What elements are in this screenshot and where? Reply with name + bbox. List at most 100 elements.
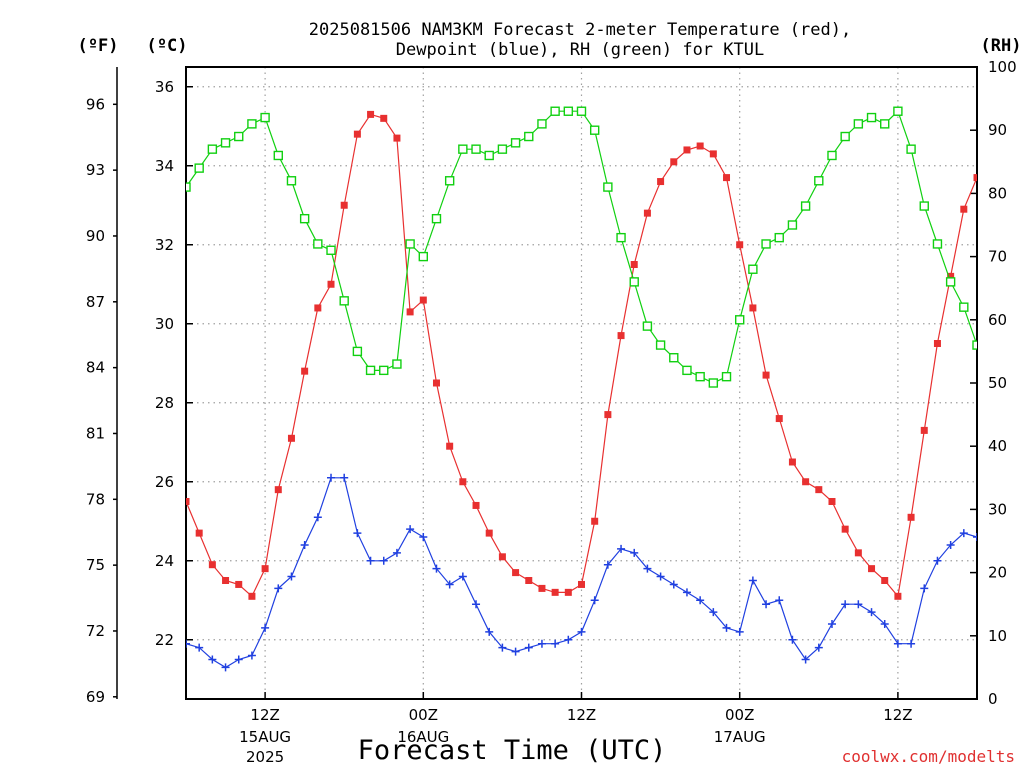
dewpoint-point <box>300 540 309 549</box>
dewpoint-point <box>353 529 362 538</box>
temperature-point <box>222 577 230 584</box>
temperature-point <box>353 130 361 138</box>
temperature-point <box>762 371 770 379</box>
tick-label-c: 22 <box>155 631 174 649</box>
dewpoint-point <box>186 639 190 648</box>
rh-point <box>207 144 218 154</box>
dewpoint-point <box>472 600 481 609</box>
tick-label-x: 00Z <box>409 706 438 724</box>
rh-point <box>800 201 811 211</box>
dewpoint-point <box>880 619 889 628</box>
temperature-point <box>195 529 203 537</box>
series-layer <box>186 106 977 672</box>
temperature-point <box>248 592 256 600</box>
dewpoint-point <box>511 647 520 656</box>
dewpoint-point <box>247 651 256 660</box>
rh-point <box>827 150 837 161</box>
rh-point <box>260 112 270 123</box>
temperature-point <box>406 308 414 316</box>
dewpoint-point <box>762 600 771 609</box>
plot-frame <box>185 66 978 700</box>
tick-label-rh: 0 <box>988 690 998 708</box>
rh-point <box>695 371 705 382</box>
rh-point <box>339 296 349 306</box>
temperature-point <box>788 458 796 466</box>
temperature-point <box>472 501 480 509</box>
temperature-point <box>907 513 915 521</box>
tick-label-x: 12Z <box>567 706 596 724</box>
rh-point <box>629 277 639 287</box>
series-rh <box>186 106 977 388</box>
temperature-point <box>683 146 691 154</box>
temperature-point <box>498 553 506 561</box>
dewpoint-point <box>485 627 494 636</box>
temperature-point <box>802 478 810 486</box>
temperature-point <box>709 150 717 158</box>
temperature-point <box>868 565 876 573</box>
rh-point <box>735 315 745 325</box>
rh-point <box>959 302 969 312</box>
dewpoint-point <box>656 572 665 581</box>
rh-point <box>563 106 574 116</box>
dewpoint-point <box>340 473 349 482</box>
dewpoint-point <box>287 572 296 581</box>
rh-point <box>880 119 890 129</box>
rh-point <box>352 346 363 357</box>
temperature-point <box>960 205 968 213</box>
tick-label-x-date: 17AUG <box>714 728 766 746</box>
tick-label-x-year: 2025 <box>246 748 284 766</box>
dewpoint-point <box>577 627 586 636</box>
temperature-point <box>301 367 309 375</box>
tick-label-c: 30 <box>155 315 174 333</box>
unit-label-celsius: (ºC) <box>147 36 188 56</box>
rh-point <box>814 176 824 186</box>
temperature-point <box>327 280 335 288</box>
plot-grid <box>186 67 977 699</box>
temperature-point <box>432 379 440 387</box>
dewpoint-point <box>234 655 243 664</box>
tick-label-c: 26 <box>155 473 174 491</box>
tick-label-x: 00Z <box>725 706 754 724</box>
rh-point <box>655 340 666 350</box>
rh-point <box>471 144 481 154</box>
dewpoint-point <box>313 513 322 522</box>
temperature-point <box>208 561 216 569</box>
dewpoint-point <box>814 643 823 652</box>
dewpoint-point <box>775 596 784 605</box>
dewpoint-point <box>682 588 691 597</box>
temperature-point <box>419 296 427 304</box>
rh-point <box>919 201 929 211</box>
rh-point <box>234 131 244 142</box>
rh-point <box>906 144 916 154</box>
temperature-point <box>512 569 520 577</box>
rh-point <box>405 239 415 249</box>
rh-point <box>273 150 283 161</box>
temperature-point <box>749 304 757 312</box>
temperature-point <box>459 478 467 486</box>
dewpoint-point <box>261 623 270 632</box>
tick-label-rh: 40 <box>988 437 1007 455</box>
rh-point <box>972 340 977 350</box>
rh-point <box>840 131 850 142</box>
rh-point <box>379 365 389 376</box>
rh-point <box>186 182 191 192</box>
tick-label-f: 72 <box>86 622 105 640</box>
rh-point <box>510 138 521 148</box>
dewpoint-point <box>630 548 639 557</box>
temperature-point <box>551 588 559 596</box>
rh-point <box>326 245 336 255</box>
rh-point <box>220 138 231 148</box>
rh-point <box>484 150 494 161</box>
rh-point <box>247 119 257 129</box>
dewpoint-line <box>186 477 977 669</box>
temperature-point <box>723 174 731 182</box>
tick-label-rh: 50 <box>988 374 1007 392</box>
dewpoint-point <box>722 623 731 632</box>
tick-label-rh: 60 <box>988 311 1007 329</box>
rh-point <box>682 365 692 376</box>
temperature-point <box>235 580 243 588</box>
rh-point <box>642 321 653 331</box>
temperature-point <box>670 158 678 166</box>
dewpoint-point <box>907 639 916 648</box>
